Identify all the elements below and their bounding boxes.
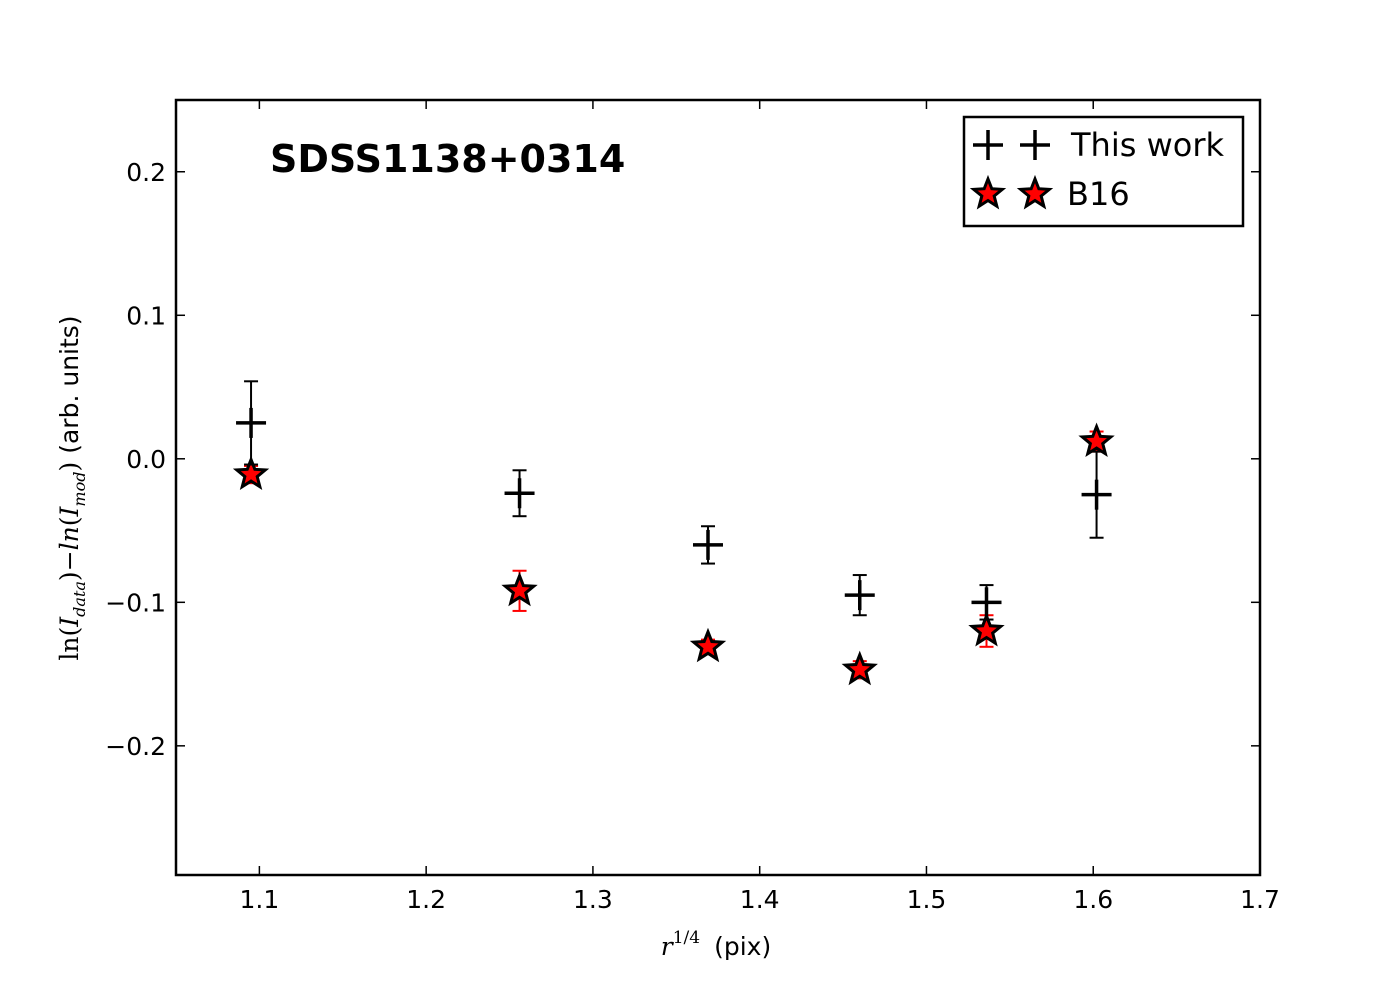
y-axis-label-sub-2: mod xyxy=(70,472,89,507)
x-axis-label-sup: 1/4 xyxy=(673,928,700,948)
y-axis-label-letter-2: I xyxy=(55,505,84,517)
y-tick-label: −0.1 xyxy=(105,588,166,617)
y-axis-label: ln(Idata)−ln(Imod)(arb. units) xyxy=(55,315,89,660)
point-this-work xyxy=(692,529,723,560)
y-axis-label-paren-close-1: ) xyxy=(55,571,84,581)
legend-box xyxy=(962,115,1245,228)
y-axis-label-fn2: ln xyxy=(55,526,84,550)
y-tick-label: −0.2 xyxy=(105,732,166,761)
legend-plus-icon xyxy=(1020,130,1050,160)
y-axis-label-paren-close-2: ) xyxy=(55,462,84,472)
legend-label-this-work: This work xyxy=(1070,126,1224,164)
legend-star-icon xyxy=(1016,174,1054,210)
y-axis-label-paren-open-1: ( xyxy=(55,627,84,637)
legend-label-b16: B16 xyxy=(1067,175,1130,213)
plot-frame xyxy=(174,98,1262,877)
plot-area xyxy=(232,380,1115,686)
y-tick-label: 0.1 xyxy=(126,301,166,330)
legend: This work B16 xyxy=(962,115,1245,228)
y-axis-label-paren-open-2: ( xyxy=(55,516,84,526)
point-b16 xyxy=(968,611,1005,647)
x-tick-label: 1.2 xyxy=(406,885,446,914)
x-tick-label: 1.4 xyxy=(740,885,780,914)
point-b16 xyxy=(232,455,270,491)
x-axis-label: r1/4 (pix) xyxy=(661,928,771,961)
point-this-work xyxy=(504,478,535,509)
point-b16 xyxy=(501,571,538,607)
x-tick-label: 1.1 xyxy=(240,885,280,914)
legend-star-icon xyxy=(969,174,1007,210)
point-this-work xyxy=(1081,479,1112,510)
x-tick-label: 1.6 xyxy=(1073,885,1113,914)
point-b16 xyxy=(1078,422,1115,458)
point-this-work xyxy=(236,407,267,438)
y-axis-label-minus: − xyxy=(55,550,84,571)
legend-plus-icon xyxy=(973,130,1003,160)
x-axis-label-unit: (pix) xyxy=(714,932,771,961)
point-b16 xyxy=(841,650,878,686)
x-tick-label: 1.7 xyxy=(1240,885,1280,914)
x-tick-label: 1.3 xyxy=(573,885,613,914)
point-b16 xyxy=(689,627,727,663)
y-axis-label-unit: (arb. units) xyxy=(55,315,84,453)
y-axis-label-fn1: ln xyxy=(55,636,84,660)
legend-marker-b16 xyxy=(969,174,1054,210)
x-axis-label-base: r xyxy=(661,932,675,961)
x-tick-label: 1.5 xyxy=(907,885,947,914)
point-this-work xyxy=(971,587,1002,618)
axis-ticks: 1.1 1.2 1.3 1.4 1.5 1.6 1.7 0.2 0.1 0.0 −0.1 −0.2 xyxy=(105,100,1280,914)
point-this-work xyxy=(844,580,875,611)
y-axis-label-sub-1: data xyxy=(70,581,89,617)
y-axis-label-letter-1: I xyxy=(55,616,84,628)
y-tick-label: 0.2 xyxy=(126,158,166,187)
chart-annotation: SDSS1138+0314 xyxy=(270,137,625,181)
legend-marker-this-work xyxy=(973,130,1050,160)
y-tick-label: 0.0 xyxy=(126,445,166,474)
